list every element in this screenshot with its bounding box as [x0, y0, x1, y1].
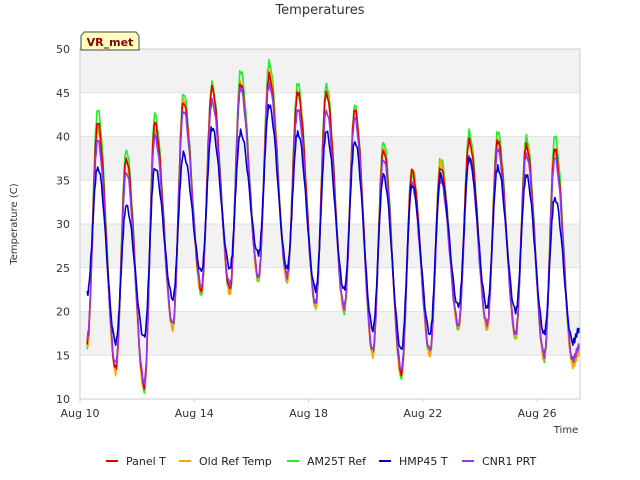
y-tick-label: 30	[56, 218, 70, 231]
y-tick-label: 15	[56, 349, 70, 362]
legend-label: Old Ref Temp	[199, 455, 272, 468]
chart-title: Temperatures	[274, 3, 364, 18]
plot-band	[80, 311, 580, 356]
legend-label: AM25T Ref	[307, 455, 367, 468]
x-axis-ticks: Aug 10 Aug 14 Aug 18 Aug 22 Aug 26	[61, 399, 557, 420]
x-tick-label: Aug 14	[175, 407, 214, 420]
station-badge-label: VR_met	[87, 36, 134, 49]
legend-label: Panel T	[126, 455, 166, 468]
x-tick-label: Aug 18	[289, 407, 328, 420]
y-tick-label: 35	[56, 174, 70, 187]
x-axis-title: Time	[553, 425, 578, 436]
plot-band	[80, 355, 580, 399]
y-tick-label: 45	[56, 87, 70, 100]
station-badge-box	[80, 31, 140, 51]
y-tick-label: 40	[56, 131, 70, 144]
series-line-hmp45-t	[86, 103, 581, 350]
legend-label: HMP45 T	[399, 455, 448, 468]
y-tick-label: 25	[56, 262, 70, 275]
series-lines	[86, 58, 581, 394]
x-tick-label: Aug 22	[403, 407, 442, 420]
y-axis-ticks: 10 15 20 25 30 35 40 45 50	[56, 43, 70, 406]
legend-label: CNR1 PRT	[482, 455, 537, 468]
y-tick-label: 50	[56, 43, 70, 56]
x-tick-label: Aug 10	[61, 407, 100, 420]
plot-frame	[79, 48, 581, 400]
plot-band	[80, 267, 580, 312]
plot-band	[80, 224, 580, 268]
legend: Panel T Old Ref Temp AM25T Ref HMP45 T CNR1 …	[106, 455, 537, 468]
plot-band	[80, 49, 580, 93]
x-tick-label: Aug 26	[518, 407, 557, 420]
y-axis-title: Temperature (C)	[9, 183, 20, 265]
station-badge: VR_met	[80, 31, 140, 51]
plot-band	[80, 136, 580, 181]
y-tick-label: 10	[56, 393, 70, 406]
y-tick-label: 20	[56, 306, 70, 319]
